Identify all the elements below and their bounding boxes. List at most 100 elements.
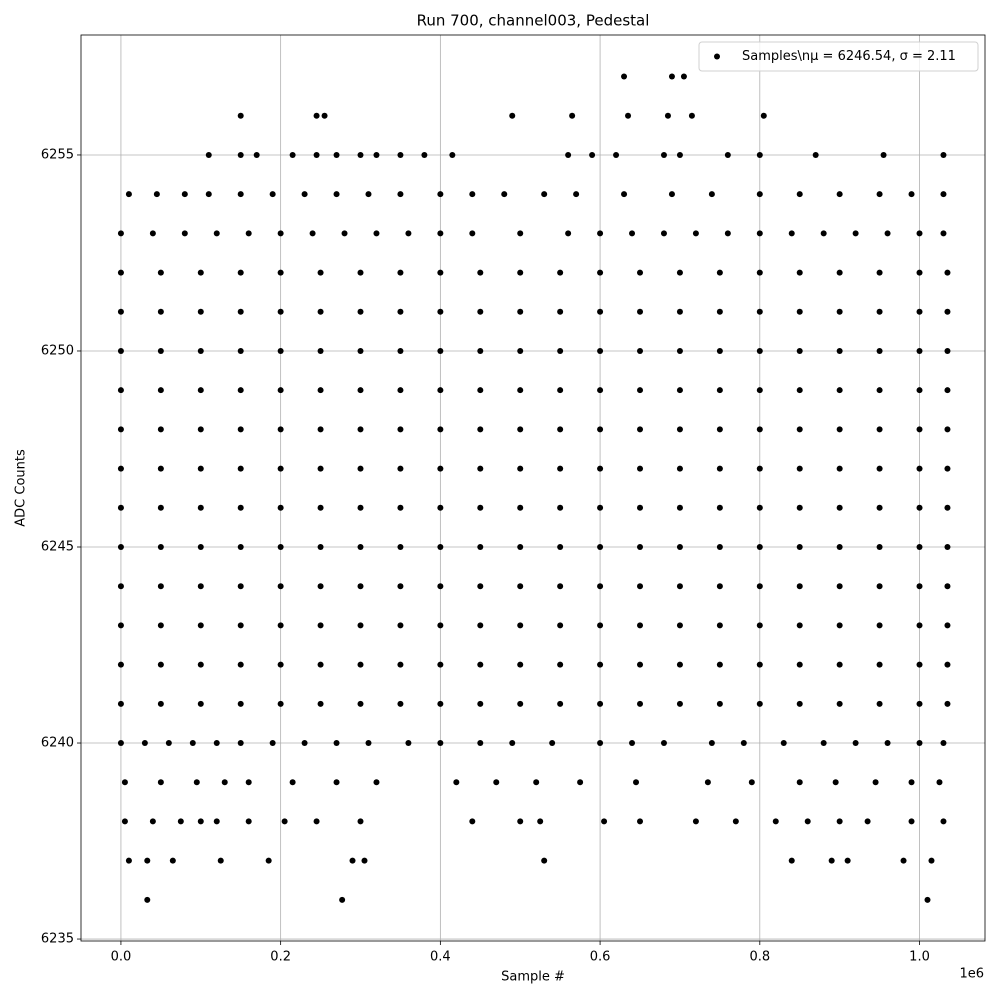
- scatter-point: [277, 308, 284, 315]
- scatter-point: [621, 73, 628, 80]
- scatter-point: [676, 583, 683, 590]
- scatter-point: [437, 740, 444, 747]
- scatter-point: [117, 504, 124, 511]
- scatter-point: [397, 387, 404, 394]
- scatter-point: [437, 544, 444, 551]
- scatter-point: [916, 308, 923, 315]
- scatter-point: [876, 504, 883, 511]
- scatter-point: [281, 818, 288, 825]
- scatter-point: [237, 387, 244, 394]
- scatter-point: [557, 347, 564, 354]
- legend-box: [698, 41, 979, 72]
- scatter-point: [796, 308, 803, 315]
- scatter-point: [517, 426, 524, 433]
- scatter-point: [237, 740, 244, 747]
- scatter-point: [944, 504, 951, 511]
- scatter-point: [796, 387, 803, 394]
- scatter-point: [357, 426, 364, 433]
- scatter-point: [637, 583, 644, 590]
- scatter-point: [557, 269, 564, 276]
- scatter-point: [269, 740, 276, 747]
- scatter-point: [237, 426, 244, 433]
- scatter-point: [437, 347, 444, 354]
- x-tick-label: 0.4: [430, 950, 451, 965]
- scatter-point: [557, 544, 564, 551]
- scatter-point: [317, 387, 324, 394]
- scatter-point: [780, 740, 787, 747]
- scatter-point: [357, 818, 364, 825]
- scatter-point: [940, 818, 947, 825]
- scatter-point: [437, 583, 444, 590]
- scatter-point: [880, 151, 887, 158]
- scatter-point: [557, 622, 564, 629]
- scatter-point: [277, 661, 284, 668]
- scatter-point: [157, 661, 164, 668]
- scatter-point: [301, 191, 308, 198]
- scatter-point: [900, 857, 907, 864]
- scatter-point: [597, 544, 604, 551]
- scatter-point: [405, 230, 412, 237]
- plot-frame: [80, 34, 986, 942]
- scatter-point: [796, 269, 803, 276]
- scatter-point: [637, 308, 644, 315]
- scatter-point: [740, 740, 747, 747]
- scatter-point: [637, 465, 644, 472]
- scatter-point: [660, 740, 667, 747]
- scatter-point: [637, 269, 644, 276]
- scatter-point: [708, 191, 715, 198]
- scatter-point: [944, 308, 951, 315]
- scatter-point: [796, 426, 803, 433]
- scatter-point: [117, 269, 124, 276]
- scatter-point: [397, 151, 404, 158]
- scatter-point: [437, 269, 444, 276]
- scatter-point: [205, 151, 212, 158]
- scatter-point: [153, 191, 160, 198]
- scatter-point: [357, 387, 364, 394]
- scatter-point: [177, 818, 184, 825]
- scatter-point: [469, 230, 476, 237]
- scatter-point: [637, 426, 644, 433]
- scatter-point: [237, 465, 244, 472]
- scatter-point: [796, 779, 803, 786]
- scatter-point: [477, 622, 484, 629]
- scatter-point: [692, 230, 699, 237]
- scatter-point: [557, 387, 564, 394]
- scatter-point: [940, 151, 947, 158]
- scatter-point: [924, 896, 931, 903]
- scatter-point: [197, 269, 204, 276]
- scatter-point: [437, 504, 444, 511]
- scatter-point: [944, 700, 951, 707]
- scatter-point: [321, 112, 328, 119]
- scatter-point: [449, 151, 456, 158]
- scatter-point: [916, 700, 923, 707]
- scatter-point: [676, 622, 683, 629]
- scatter-point: [517, 700, 524, 707]
- scatter-point: [517, 504, 524, 511]
- scatter-point: [317, 544, 324, 551]
- scatter-point: [493, 779, 500, 786]
- scatter-point: [317, 661, 324, 668]
- scatter-point: [437, 700, 444, 707]
- scatter-point: [221, 779, 228, 786]
- scatter-point: [597, 622, 604, 629]
- scatter-point: [796, 465, 803, 472]
- scatter-point: [341, 230, 348, 237]
- scatter-point: [796, 544, 803, 551]
- scatter-point: [157, 426, 164, 433]
- scatter-point: [197, 426, 204, 433]
- scatter-point: [601, 818, 608, 825]
- scatter-point: [197, 347, 204, 354]
- scatter-point: [716, 661, 723, 668]
- scatter-point: [277, 230, 284, 237]
- scatter-point: [820, 230, 827, 237]
- y-tick-label: 6245: [41, 540, 74, 555]
- scatter-point: [357, 308, 364, 315]
- scatter-point: [313, 151, 320, 158]
- scatter-point: [157, 347, 164, 354]
- scatter-point: [317, 347, 324, 354]
- scatter-point: [676, 661, 683, 668]
- scatter-point: [836, 622, 843, 629]
- scatter-point: [477, 661, 484, 668]
- scatter-point: [908, 779, 915, 786]
- scatter-point: [756, 583, 763, 590]
